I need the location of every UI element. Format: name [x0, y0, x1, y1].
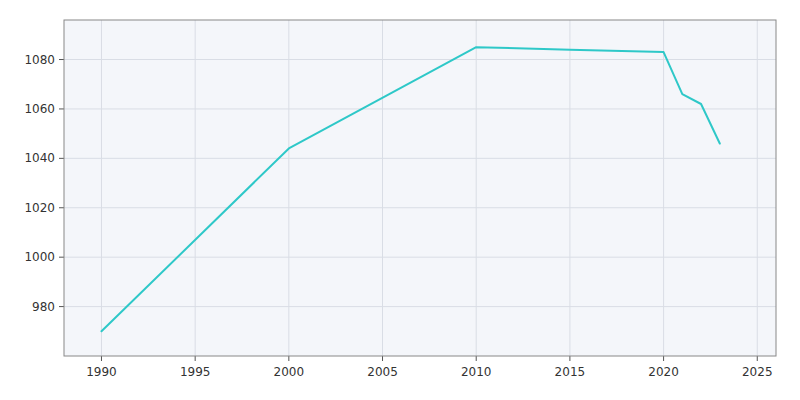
y-tick: [59, 59, 64, 60]
x-grid-line: [101, 20, 102, 356]
y-tick-label: 1000: [24, 250, 55, 264]
grid: [64, 20, 776, 356]
x-tick-label: 1995: [180, 365, 211, 379]
y-grid-line: [64, 306, 776, 307]
y-tick: [59, 257, 64, 258]
y-tick-label: 1060: [24, 102, 55, 116]
chart-container: 1990 1995 2000 2005 2010 2015 2020 2025 980 1000 1…: [0, 0, 800, 400]
x-grid-line: [382, 20, 383, 356]
x-tick-label: 1990: [86, 365, 117, 379]
x-tick-label: 2000: [274, 365, 305, 379]
x-grid-line: [757, 20, 758, 356]
y-tick-label: 980: [32, 300, 55, 314]
chart-svg: 1990 1995 2000 2005 2010 2015 2020 2025 980 1000 1…: [0, 0, 800, 400]
x-tick: [569, 356, 570, 361]
x-tick: [382, 356, 383, 361]
y-tick: [59, 158, 64, 159]
plot-background: [64, 20, 776, 356]
x-grid-line: [195, 20, 196, 356]
y-grid-line: [64, 59, 776, 60]
x-tick: [757, 356, 758, 361]
y-grid-line: [64, 108, 776, 109]
y-tick: [59, 108, 64, 109]
x-tick: [476, 356, 477, 361]
data-group: [101, 47, 719, 331]
x-grid-line: [663, 20, 664, 356]
x-tick-label: 2015: [555, 365, 586, 379]
axes: 1990 1995 2000 2005 2010 2015 2020 2025 980 1000 1…: [24, 53, 772, 379]
x-tick: [288, 356, 289, 361]
y-grid-line: [64, 158, 776, 159]
y-tick-label: 1040: [24, 151, 55, 165]
y-tick: [59, 306, 64, 307]
x-tick-label: 2010: [461, 365, 492, 379]
x-grid-line: [476, 20, 477, 356]
y-grid-line: [64, 207, 776, 208]
x-tick-label: 2005: [367, 365, 398, 379]
plot-frame: [64, 20, 776, 356]
line: [101, 47, 719, 331]
x-tick-label: 2025: [742, 365, 773, 379]
x-tick-label: 2020: [648, 365, 679, 379]
y-tick-label: 1080: [24, 53, 55, 67]
x-grid-line: [569, 20, 570, 356]
y-tick-label: 1020: [24, 201, 55, 215]
x-tick: [101, 356, 102, 361]
y-grid-line: [64, 257, 776, 258]
x-tick: [195, 356, 196, 361]
x-grid-line: [288, 20, 289, 356]
x-tick: [663, 356, 664, 361]
y-tick: [59, 207, 64, 208]
